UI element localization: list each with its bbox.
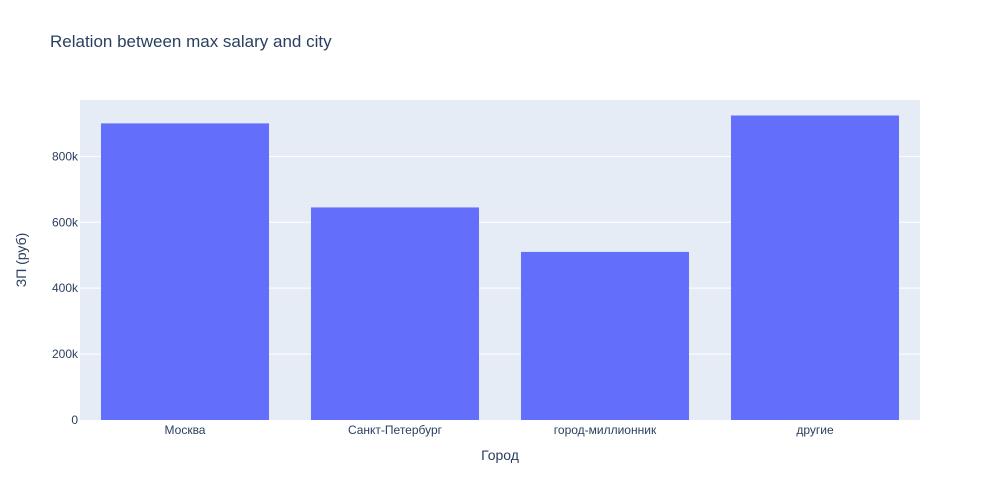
x-tick-label: Москва [165,423,206,437]
bar[interactable] [731,115,899,420]
x-tick-label: Санкт-Петербург [348,423,443,437]
y-tick-label: 0 [71,413,78,427]
y-tick-label: 800k [52,149,79,163]
x-tick-label: город-миллионник [554,423,657,437]
bar[interactable] [521,251,689,420]
x-tick-label: другие [796,423,834,437]
bar[interactable] [311,207,479,420]
y-axis-title: ЗП (руб) [13,233,29,288]
bar[interactable] [101,123,269,420]
y-tick-label: 600k [52,215,79,229]
y-tick-label: 200k [52,347,79,361]
x-axis-ticks: Москва Санкт-Петербург город-миллионник дру… [165,423,834,437]
bars [101,115,899,420]
chart-title: Relation between max salary and city [50,32,332,51]
x-axis-title: Город [481,447,519,463]
y-tick-label: 400k [52,281,79,295]
y-axis-ticks: 0 200k 400k 600k 800k [52,149,79,427]
